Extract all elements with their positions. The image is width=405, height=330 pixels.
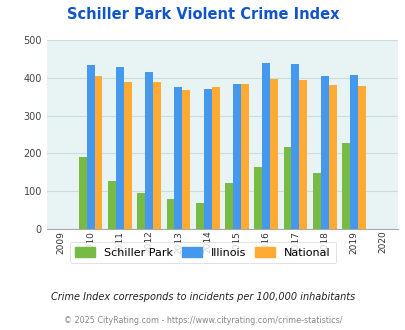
Bar xyxy=(166,199,174,229)
Bar xyxy=(137,193,145,229)
Text: © 2025 CityRating.com - https://www.cityrating.com/crime-statistics/: © 2025 CityRating.com - https://www.city… xyxy=(64,316,341,325)
Bar xyxy=(291,63,298,229)
Bar xyxy=(312,173,320,229)
Bar xyxy=(240,84,248,229)
Bar xyxy=(195,203,203,229)
Bar xyxy=(298,80,307,229)
Bar xyxy=(182,90,190,229)
Bar xyxy=(224,183,232,229)
Bar xyxy=(145,72,153,229)
Bar xyxy=(94,76,102,229)
Bar xyxy=(86,65,94,229)
Text: Schiller Park Violent Crime Index: Schiller Park Violent Crime Index xyxy=(66,7,339,22)
Bar xyxy=(320,76,328,229)
Bar xyxy=(328,85,336,229)
Bar xyxy=(349,75,357,229)
Bar xyxy=(341,143,349,229)
Bar xyxy=(357,85,365,229)
Bar xyxy=(174,87,182,229)
Bar xyxy=(115,67,124,229)
Legend: Schiller Park, Illinois, National: Schiller Park, Illinois, National xyxy=(70,242,335,263)
Text: Crime Index corresponds to incidents per 100,000 inhabitants: Crime Index corresponds to incidents per… xyxy=(51,292,354,302)
Bar xyxy=(108,181,115,229)
Bar xyxy=(269,79,277,229)
Bar xyxy=(153,82,160,229)
Bar xyxy=(254,168,262,229)
Bar xyxy=(203,89,211,229)
Bar xyxy=(283,147,291,229)
Bar xyxy=(211,87,219,229)
Bar xyxy=(232,84,240,229)
Bar xyxy=(262,63,269,229)
Bar xyxy=(79,157,86,229)
Bar xyxy=(124,82,131,229)
